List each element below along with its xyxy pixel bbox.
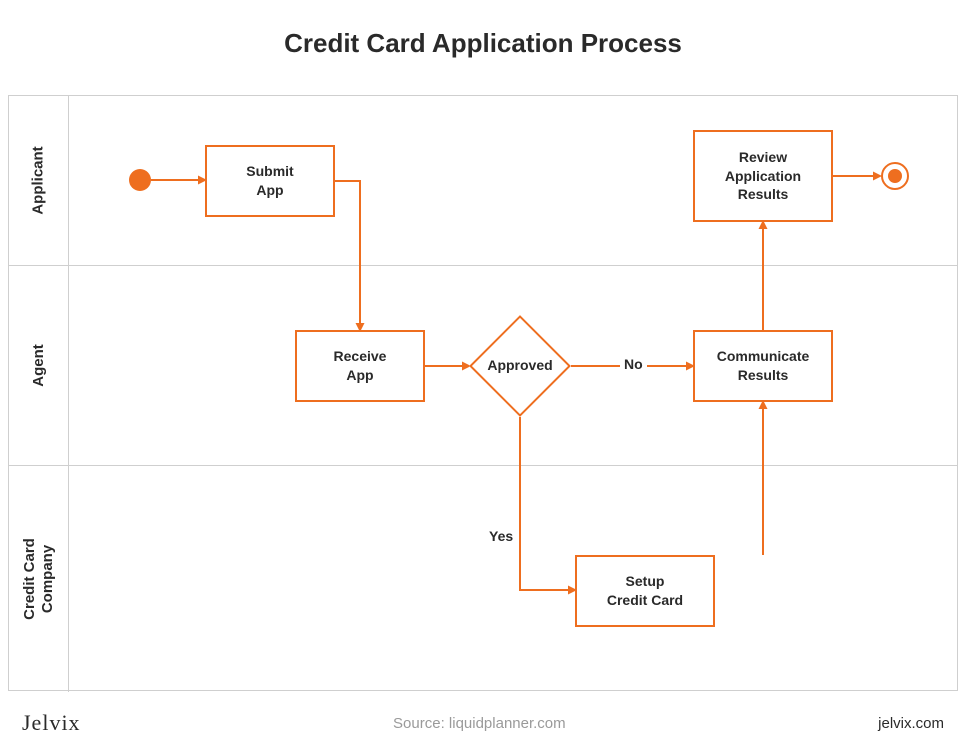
edge-label-yes: Yes: [485, 528, 517, 544]
footer: Jelvix Source: liquidplanner.com jelvix.…: [0, 695, 966, 751]
node-review-results: ReviewApplicationResults: [693, 130, 833, 222]
node-label: SetupCredit Card: [607, 572, 683, 610]
lane-label-agent: Agent: [30, 344, 47, 387]
node-label: ReceiveApp: [334, 347, 387, 385]
footer-brand: Jelvix: [22, 710, 81, 736]
node-setup-credit-card: SetupCredit Card: [575, 555, 715, 627]
lane-label-wrap: Agent: [9, 266, 69, 465]
lane-label-applicant: Applicant: [30, 146, 47, 214]
lane-label-company: Credit CardCompany: [21, 538, 57, 620]
footer-source: Source: liquidplanner.com: [393, 715, 566, 732]
node-communicate-results: CommunicateResults: [693, 330, 833, 402]
lane-label-wrap: Credit CardCompany: [9, 466, 69, 692]
lane-label-wrap: Applicant: [9, 96, 69, 265]
page-title: Credit Card Application Process: [0, 0, 966, 83]
lane-company: Credit CardCompany: [9, 466, 957, 692]
node-label: ReviewApplicationResults: [725, 148, 801, 205]
footer-site: jelvix.com: [878, 715, 944, 732]
node-label: Approved: [480, 357, 560, 373]
node-label: SubmitApp: [246, 162, 293, 200]
node-submit-app: SubmitApp: [205, 145, 335, 217]
edge-label-no: No: [620, 356, 647, 372]
node-label: CommunicateResults: [717, 347, 810, 385]
node-receive-app: ReceiveApp: [295, 330, 425, 402]
